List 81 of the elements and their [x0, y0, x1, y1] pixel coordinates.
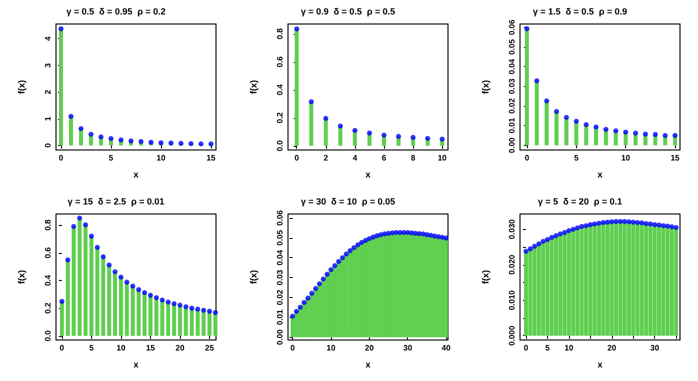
x-axis-title: x [365, 360, 371, 370]
x-tick-label: 0 [58, 154, 64, 162]
chart-title: γ = 5 δ = 20 ρ = 0.1 [538, 196, 622, 206]
x-axis-title: x [133, 360, 139, 370]
x-tick-label: 30 [403, 344, 413, 352]
x-tick-label: 0 [524, 154, 530, 162]
chart-title: γ = 1.5 δ = 0.5 ρ = 0.9 [532, 6, 628, 16]
x-tick-label: 10 [116, 344, 126, 352]
y-tick-label: 0.8 [276, 28, 284, 40]
y-tick-label: 4 [44, 36, 52, 41]
x-tick-label: 6 [382, 154, 387, 162]
y-tick-label: 2 [44, 89, 52, 94]
x-tick-label: 8 [410, 154, 416, 162]
y-tick-label: 0.6 [44, 246, 52, 258]
x-tick-label: 10 [621, 154, 631, 162]
y-tick-label: 0.06 [276, 210, 284, 226]
y-tick-label: 0.030 [508, 218, 516, 240]
y-tick-label: 0.05 [508, 38, 516, 55]
x-tick-label: 2 [324, 154, 329, 162]
y-tick-label: 0.0 [276, 140, 284, 152]
x-tick-label: 5 [89, 344, 94, 352]
x-tick-label: 10 [438, 154, 448, 162]
x-tick-label: 20 [176, 344, 185, 352]
chart-title: γ = 15 δ = 2.5 ρ = 0.01 [68, 196, 164, 206]
x-axis-title: x [597, 170, 603, 180]
y-tick-label: 0.020 [508, 254, 516, 275]
y-tick-label: 0.8 [44, 218, 52, 231]
y-tick-label: 0.05 [276, 230, 284, 246]
y-tick-label: 0.2 [44, 302, 52, 314]
chart-title: γ = 0.5 δ = 0.95 ρ = 0.2 [66, 6, 166, 16]
y-tick-label: 0 [44, 142, 52, 148]
y-axis-title: f(x) [16, 270, 26, 284]
x-tick-label: 15 [206, 154, 216, 162]
y-tick-label: 0.000 [508, 325, 516, 346]
y-tick-label: 1 [44, 116, 52, 121]
x-tick-label: 40 [442, 344, 452, 352]
x-tick-label: 0 [294, 154, 300, 162]
y-axis-title: f(x) [248, 80, 258, 94]
y-tick-label: 0.04 [508, 58, 516, 74]
y-tick-label: 3 [44, 62, 52, 68]
x-tick-label: 4 [352, 154, 358, 162]
y-axis-title: f(x) [248, 270, 258, 284]
x-tick-label: 20 [364, 344, 374, 352]
y-tick-label: 0.00 [276, 328, 284, 346]
y-tick-label: 0.06 [508, 19, 516, 36]
x-tick-label: 10 [156, 154, 166, 162]
y-tick-label: 0.4 [44, 274, 52, 286]
x-axis-title: x [597, 360, 603, 370]
y-tick-label: 0.010 [508, 290, 516, 310]
y-axis-title: f(x) [480, 270, 490, 284]
x-axis-title: x [365, 170, 371, 180]
y-tick-label: 0.01 [508, 117, 516, 134]
x-tick-label: 30 [650, 344, 660, 352]
y-tick-label: 0.0 [44, 330, 52, 342]
x-tick-label: 15 [670, 154, 680, 162]
x-tick-label: 5 [545, 344, 550, 352]
y-tick-label: 0.04 [276, 249, 284, 266]
x-tick-label: 0 [60, 344, 65, 352]
y-axis-title: f(x) [16, 80, 26, 94]
x-tick-label: 0 [524, 344, 529, 352]
x-axis-title: x [133, 170, 139, 180]
y-tick-label: 0.6 [276, 56, 284, 68]
x-tick-label: 5 [574, 154, 580, 162]
chart-title: γ = 30 δ = 10 ρ = 0.05 [300, 196, 396, 206]
y-tick-label: 0.01 [276, 309, 284, 326]
chart-title: γ = 0.9 δ = 0.5 ρ = 0.5 [300, 6, 396, 16]
y-tick-label: 0.03 [276, 269, 284, 286]
y-tick-label: 0.2 [276, 112, 284, 124]
x-tick-label: 10 [564, 344, 574, 352]
x-tick-label: 20 [607, 344, 617, 352]
x-tick-label: 25 [205, 344, 214, 352]
y-tick-label: 0.02 [276, 289, 284, 306]
y-axis-title: f(x) [480, 80, 490, 94]
y-tick-label: 0.4 [276, 84, 284, 96]
x-tick-label: 0 [290, 344, 296, 352]
y-tick-label: 0.03 [508, 78, 516, 94]
y-tick-label: 0.02 [508, 98, 516, 114]
y-tick-label: 0.00 [508, 136, 516, 154]
x-tick-label: 10 [326, 344, 336, 352]
x-tick-label: 15 [146, 344, 156, 352]
x-tick-label: 5 [108, 154, 114, 162]
